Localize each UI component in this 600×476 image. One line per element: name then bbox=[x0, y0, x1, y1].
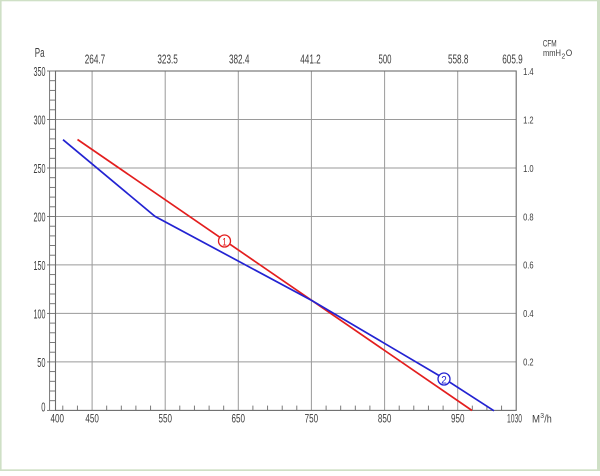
svg-text:/h: /h bbox=[544, 413, 552, 425]
svg-text:0.6: 0.6 bbox=[523, 260, 534, 272]
svg-text:500: 500 bbox=[379, 52, 392, 67]
svg-text:605.9: 605.9 bbox=[502, 52, 523, 67]
svg-text:100: 100 bbox=[34, 306, 46, 321]
svg-text:650: 650 bbox=[232, 413, 246, 425]
svg-text:323.5: 323.5 bbox=[157, 52, 178, 67]
svg-text:264.7: 264.7 bbox=[85, 52, 106, 67]
svg-text:1.4: 1.4 bbox=[523, 66, 534, 78]
svg-text:0.4: 0.4 bbox=[523, 308, 534, 320]
svg-text:0.2: 0.2 bbox=[523, 357, 534, 369]
svg-text:250: 250 bbox=[34, 161, 46, 176]
svg-text:1.2: 1.2 bbox=[523, 114, 534, 126]
svg-text:200: 200 bbox=[34, 210, 46, 225]
svg-text:850: 850 bbox=[378, 413, 392, 425]
svg-text:M: M bbox=[532, 413, 540, 425]
svg-text:1.0: 1.0 bbox=[523, 163, 534, 175]
svg-text:750: 750 bbox=[305, 413, 319, 425]
svg-text:558.8: 558.8 bbox=[448, 52, 469, 67]
svg-text:2: 2 bbox=[441, 374, 447, 386]
svg-text:1: 1 bbox=[222, 236, 227, 248]
svg-text:50: 50 bbox=[37, 355, 45, 370]
svg-text:0: 0 bbox=[41, 400, 45, 415]
svg-text:550: 550 bbox=[158, 413, 172, 425]
svg-text:2: 2 bbox=[562, 54, 566, 61]
svg-text:1030: 1030 bbox=[507, 413, 522, 425]
svg-text:CFM: CFM bbox=[543, 38, 557, 49]
svg-text:mmH: mmH bbox=[543, 48, 561, 59]
svg-text:O: O bbox=[566, 48, 573, 59]
svg-text:3: 3 bbox=[540, 411, 544, 420]
svg-text:150: 150 bbox=[34, 258, 46, 273]
svg-text:450: 450 bbox=[85, 413, 99, 425]
svg-text:Pa: Pa bbox=[35, 45, 45, 60]
svg-text:300: 300 bbox=[34, 113, 46, 128]
svg-text:350: 350 bbox=[34, 64, 46, 79]
svg-text:441.2: 441.2 bbox=[300, 52, 321, 67]
svg-text:950: 950 bbox=[451, 413, 465, 425]
svg-text:400: 400 bbox=[50, 413, 64, 425]
svg-text:0.8: 0.8 bbox=[523, 211, 534, 223]
svg-text:382.4: 382.4 bbox=[229, 52, 250, 67]
